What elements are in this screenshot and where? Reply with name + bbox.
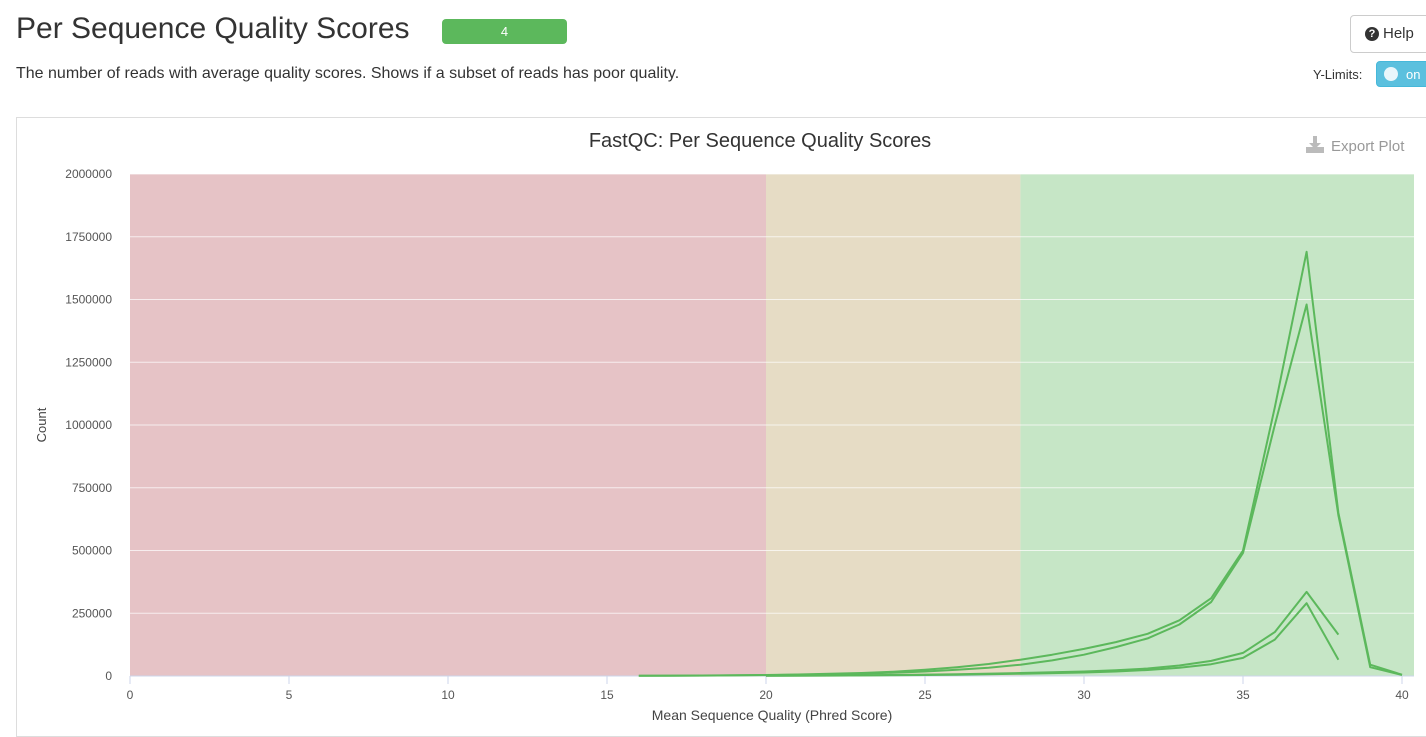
x-tick-label: 35 <box>1236 688 1250 702</box>
x-axis-label: Mean Sequence Quality (Phred Score) <box>652 707 892 723</box>
page-title: Per Sequence Quality Scores <box>16 12 410 45</box>
y-tick-label: 500000 <box>72 544 112 558</box>
y-tick-label: 1250000 <box>65 355 112 369</box>
y-tick-label: 750000 <box>72 481 112 495</box>
x-tick-label: 30 <box>1077 688 1091 702</box>
x-tick-label: 20 <box>759 688 773 702</box>
y-tick-label: 1500000 <box>65 293 112 307</box>
y-tick-label: 250000 <box>72 606 112 620</box>
y-tick-label: 2000000 <box>65 167 112 181</box>
y-axis-label: Count <box>34 407 49 442</box>
download-icon <box>1306 136 1324 153</box>
x-tick-label: 5 <box>286 688 293 702</box>
chart-title: FastQC: Per Sequence Quality Scores <box>589 130 931 152</box>
y-tick-label: 1000000 <box>65 418 112 432</box>
status-badge: 4 <box>442 19 567 44</box>
export-plot-button[interactable]: Export Plot <box>1305 136 1404 155</box>
series-line-4 <box>765 602 1340 677</box>
help-label: Help <box>1383 25 1414 42</box>
help-button[interactable]: ? Help <box>1350 15 1426 53</box>
section-description: The number of reads with average quality… <box>16 65 680 82</box>
export-plot-label: Export Plot <box>1331 138 1405 155</box>
y-tick-label: 0 <box>105 669 112 683</box>
x-tick-label: 25 <box>918 688 932 702</box>
x-tick-label: 0 <box>127 688 134 702</box>
ylimits-toggle[interactable]: on <box>1376 61 1426 87</box>
x-tick-label: 10 <box>441 688 455 702</box>
toggle-knob <box>1384 67 1398 81</box>
y-tick-label: 1750000 <box>65 230 112 244</box>
ylimits-label: Y-Limits: <box>1313 67 1363 82</box>
x-tick-label: 40 <box>1395 688 1409 702</box>
toggle-label: on <box>1406 67 1421 82</box>
x-tick-label: 15 <box>600 688 614 702</box>
question-circle-icon: ? <box>1365 27 1379 41</box>
